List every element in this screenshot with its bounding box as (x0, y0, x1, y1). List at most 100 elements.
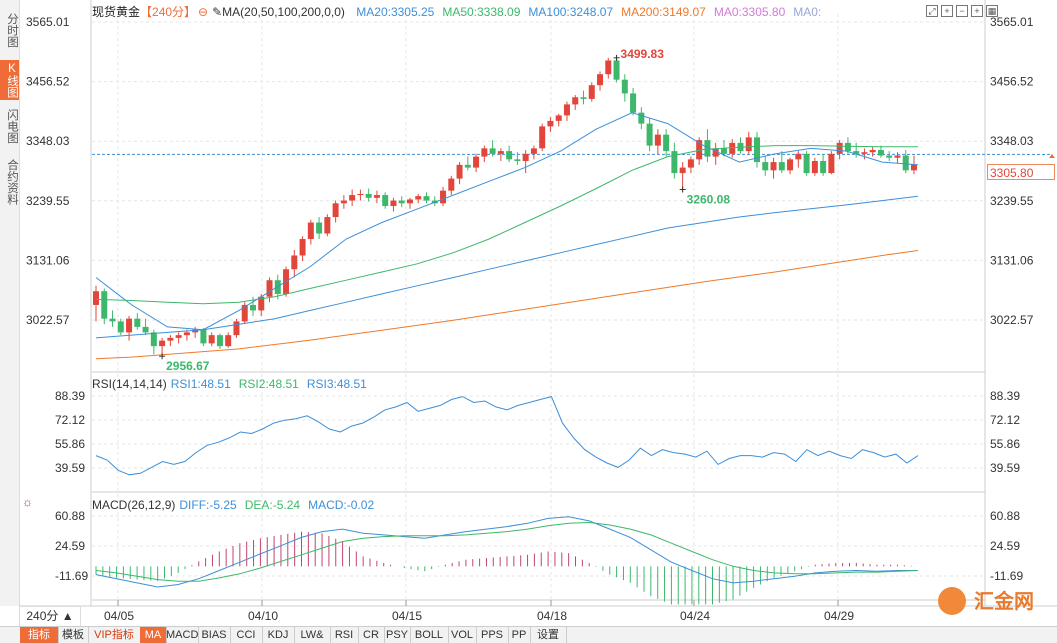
candle-body (365, 193, 372, 198)
rsi-line (95, 396, 919, 476)
candle-body (902, 155, 909, 171)
candle-body (654, 134, 661, 146)
candle-body (646, 123, 653, 146)
candle-body (869, 150, 876, 153)
zoom-out-icon[interactable]: − (956, 5, 968, 17)
toolbar-item-11[interactable]: PSY (384, 627, 411, 643)
midlow-annotation: 3260.08 (687, 193, 731, 207)
toolbar-item-10[interactable]: CR (358, 627, 385, 643)
ma-value-0: MA20:3305.25 (356, 5, 435, 19)
candle-body (473, 156, 480, 168)
toolbar-item-15[interactable]: PP (508, 627, 531, 643)
candle-body (638, 112, 645, 124)
macd-tick-left: 24.59 (55, 539, 85, 553)
toolbar-item-14[interactable]: PPS (476, 627, 509, 643)
logo: 汇金网 (938, 585, 1054, 617)
toolbar-item-7[interactable]: KDJ (262, 627, 295, 643)
candle-body (630, 93, 637, 113)
macd-values: DIFF:-5.25 DEA:-5.24 MACD:-0.02 (179, 498, 382, 512)
toolbar-item-2[interactable]: VIP指标 (88, 627, 141, 643)
toolbar-item-1[interactable]: 模板 (58, 627, 89, 643)
toolbar-item-13[interactable]: VOL (448, 627, 477, 643)
ma-config-icon[interactable]: ✎ (212, 5, 223, 19)
rsi-tick-left: 88.39 (55, 389, 85, 403)
rsi-tick-left: 39.59 (55, 461, 85, 475)
macd-settings-icon[interactable]: ☼ (22, 495, 33, 509)
candle-body (192, 329, 199, 333)
candle-body (415, 196, 422, 200)
drawing-icon[interactable]: ▦ (986, 5, 998, 17)
toolbar-item-0[interactable]: 指标 (20, 627, 59, 643)
candle-body (216, 335, 223, 347)
price-tick-right: 3565.01 (990, 15, 1034, 29)
logo-text: 汇金网 (974, 591, 1034, 613)
fullscreen-icon[interactable]: ⤢ (926, 5, 938, 17)
price-arrow-icon (1049, 154, 1055, 158)
candle-body (597, 74, 604, 86)
ma-label: MA(20,50,100,200,0,0) (222, 5, 345, 19)
candle-body (126, 318, 133, 333)
candle-body (605, 60, 612, 75)
rsi-tick-right: 72.12 (990, 413, 1020, 427)
settings-icon[interactable]: ⊖ (198, 5, 209, 19)
date-tick-label: 04/29 (824, 609, 854, 623)
toolbar-item-9[interactable]: RSI (330, 627, 359, 643)
candle-body (811, 160, 818, 174)
toolbar-item-8[interactable]: LW& (294, 627, 331, 643)
tab-timeshare[interactable]: 分时图 (6, 12, 18, 48)
crosshair-icon[interactable]: + (941, 5, 953, 17)
candle-body (249, 304, 256, 311)
macd-tick-right: -11.69 (990, 569, 1023, 583)
toolbar-item-16[interactable]: 设置 (530, 627, 567, 643)
candle-body (307, 222, 314, 240)
macd-value-1: DEA:-5.24 (244, 498, 301, 512)
candle-body (877, 150, 884, 156)
candle-body (142, 326, 149, 333)
rsi-tick-right: 39.59 (990, 461, 1020, 475)
toolbar-item-5[interactable]: BIAS (198, 627, 231, 643)
ma-line-ma50 (95, 145, 918, 305)
macd-tick-right: 24.59 (990, 539, 1020, 553)
candle-body (836, 142, 843, 154)
ma-legend: 现货黄金【240分】 ⊖ ✎MA(20,50,100,200,0,0) MA20:3… (92, 3, 837, 20)
candle-body (233, 321, 240, 336)
candle-body (729, 142, 736, 154)
candle-body (481, 148, 488, 157)
rsi-value-2: RSI3:48.51 (306, 377, 367, 391)
candle-body (803, 153, 810, 174)
macd-dea-line (95, 521, 919, 582)
macd-value-0: DIFF:-5.25 (179, 498, 237, 512)
tab-contract-info[interactable]: 合约资料 (6, 159, 18, 205)
rsi-tick-left: 72.12 (55, 413, 85, 427)
date-tick-label: 04/18 (537, 609, 567, 623)
toolbar-item-12[interactable]: BOLL (410, 627, 449, 643)
candle-body (93, 291, 99, 305)
candle-body (853, 151, 860, 154)
candle-body (398, 200, 405, 204)
candle-body (522, 153, 529, 161)
period-selector-button[interactable]: 240分 ▲ (19, 606, 81, 627)
price-tick-right: 3239.55 (990, 194, 1034, 208)
tab-kline[interactable]: K线图 (0, 60, 19, 100)
tab-flash-chart[interactable]: 闪电图 (6, 108, 18, 144)
candle-body (547, 120, 554, 127)
zoom-in-icon[interactable]: + (971, 5, 983, 17)
period-label: 【240分】 (140, 5, 197, 19)
toolbar-item-6[interactable]: CCI (230, 627, 263, 643)
price-tick-left: 3456.52 (26, 75, 70, 89)
candle-body (778, 162, 785, 171)
macd-legend: MACD(26,12,9) DIFF:-5.25 DEA:-5.24 MACD:-0.… (92, 498, 390, 512)
candle-body (183, 332, 190, 336)
date-tick-label: 04/24 (680, 609, 710, 623)
macd-diff-line (95, 516, 918, 588)
candle-body (588, 85, 595, 99)
candle-body (828, 153, 835, 174)
candle-body (745, 137, 752, 152)
candle-body (820, 160, 827, 174)
price-tick-left: 3565.01 (26, 15, 70, 29)
toolbar-item-3[interactable]: MA (140, 627, 167, 643)
toolbar-item-4[interactable]: MACD (166, 627, 199, 643)
candle-body (159, 340, 166, 347)
price-tick-right: 3022.57 (990, 313, 1034, 327)
candle-body (134, 318, 141, 327)
